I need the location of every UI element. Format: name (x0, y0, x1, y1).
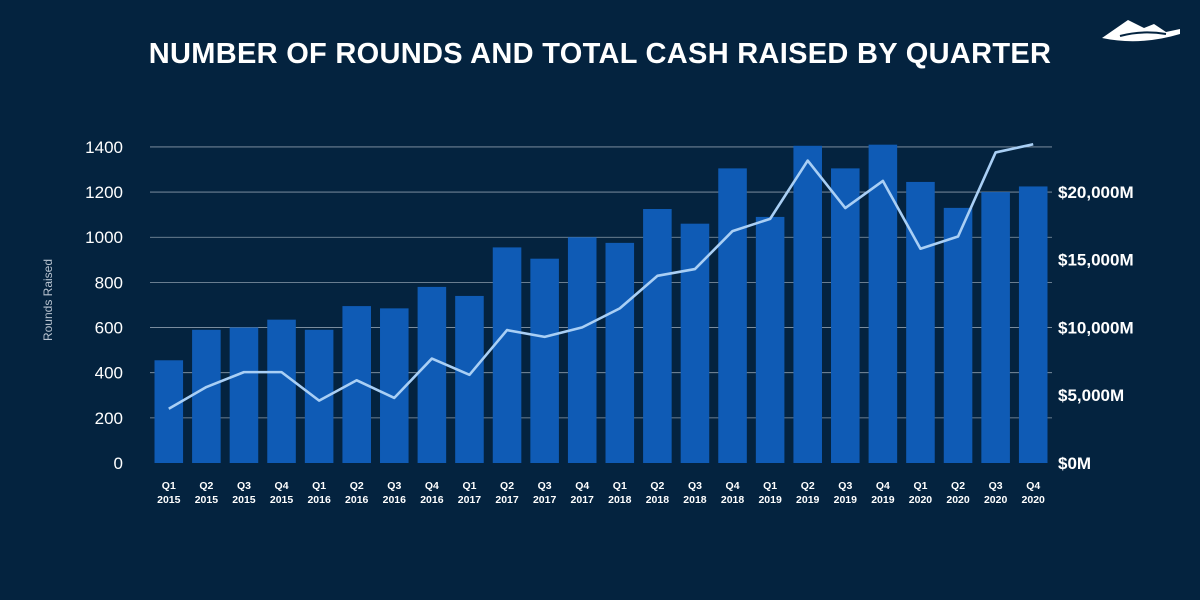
x-tick-label: Q1 (462, 480, 476, 492)
x-tick-label: 2020 (984, 494, 1008, 506)
x-tick-label: Q1 (763, 480, 777, 492)
bar (1018, 186, 1048, 463)
x-tick-label: 2015 (232, 494, 256, 506)
bar (380, 308, 409, 463)
bar (267, 319, 296, 463)
x-tick-label: 2017 (495, 494, 519, 506)
bar (793, 145, 822, 463)
x-tick-label: 2015 (270, 494, 294, 506)
x-tick-label: Q3 (538, 480, 552, 492)
y2-tick-label: $15,000M (1058, 251, 1134, 270)
x-tick-label: Q4 (425, 480, 439, 492)
x-tick-label: Q2 (199, 480, 213, 492)
x-tick-label: 2019 (871, 494, 895, 506)
x-tick-label: 2015 (157, 494, 181, 506)
x-tick-label: Q3 (688, 480, 702, 492)
x-tick-label: Q3 (387, 480, 401, 492)
x-tick-label: Q3 (237, 480, 251, 492)
x-tick-label: Q2 (500, 480, 514, 492)
bar (455, 295, 484, 463)
x-tick-label: 2019 (796, 494, 820, 506)
bar (643, 209, 672, 463)
x-tick-label: 2018 (608, 494, 632, 506)
x-tick-label: 2020 (946, 494, 970, 506)
axes: 0 200 400 600 800 1000 1200 1400 $0M $5,000M $10,0… (85, 138, 1133, 506)
x-tick-label: Q4 (275, 480, 289, 492)
y-tick-label: 1200 (85, 183, 123, 202)
x-tick-label: 2016 (307, 494, 331, 506)
y-tick-label: 800 (95, 273, 123, 292)
bar (906, 181, 935, 464)
x-tick-label: Q4 (575, 480, 589, 492)
bar (755, 216, 785, 463)
x-tick-label: Q1 (312, 480, 326, 492)
x-tick-label: 2020 (909, 494, 933, 506)
y2-tick-label: $0M (1058, 454, 1091, 473)
x-tick-label: 2017 (533, 494, 557, 506)
x-tick-label: Q2 (350, 480, 364, 492)
y-tick-label: 1000 (85, 228, 123, 247)
y-tick-label: 1400 (85, 138, 123, 157)
x-tick-label: Q2 (650, 480, 664, 492)
bar (492, 247, 522, 463)
y-tick-label: 600 (95, 319, 123, 338)
x-tick-label: Q2 (801, 480, 815, 492)
bar-series (154, 144, 1048, 464)
x-tick-label: Q4 (876, 480, 890, 492)
x-tick-label: Q1 (913, 480, 927, 492)
x-tick-label: Q4 (726, 480, 740, 492)
x-tick-label: 2018 (721, 494, 745, 506)
bar (229, 327, 259, 463)
x-tick-label: Q1 (162, 480, 176, 492)
bar (718, 168, 747, 464)
y-tick-label: 200 (95, 409, 123, 428)
bar (192, 329, 221, 463)
y-axis-label: Rounds Raised (41, 259, 55, 341)
x-tick-label: 2019 (834, 494, 858, 506)
gridlines (150, 146, 1052, 419)
bar (943, 207, 973, 463)
bar (831, 168, 860, 464)
bar (154, 360, 184, 463)
x-tick-label: Q3 (989, 480, 1003, 492)
x-tick-label: 2016 (345, 494, 369, 506)
x-tick-label: Q2 (951, 480, 965, 492)
bar (417, 286, 447, 463)
line-series (168, 143, 1034, 410)
bar (605, 242, 635, 463)
y2-tick-label: $20,000M (1058, 183, 1134, 202)
x-tick-label: 2018 (683, 494, 707, 506)
x-tick-label: 2015 (195, 494, 219, 506)
x-tick-label: 2017 (458, 494, 482, 506)
x-tick-label: Q4 (1026, 480, 1040, 492)
x-tick-label: 2016 (383, 494, 407, 506)
chart-title: NUMBER OF ROUNDS AND TOTAL CASH RAISED B… (148, 38, 1052, 70)
bar (530, 258, 559, 463)
x-tick-label: 2019 (758, 494, 782, 506)
x-tick-label: 2018 (646, 494, 670, 506)
bar (981, 192, 1010, 463)
bar (868, 144, 898, 464)
cash-raised-line (168, 143, 1034, 410)
mountain-logo-icon (1102, 20, 1180, 42)
x-tick-label: Q3 (838, 480, 852, 492)
x-tick-label: Q1 (613, 480, 627, 492)
x-tick-label: 2020 (1022, 494, 1046, 506)
y-tick-label: 0 (114, 454, 123, 473)
y2-tick-label: $10,000M (1058, 318, 1134, 337)
y2-tick-label: $5,000M (1058, 386, 1124, 405)
x-tick-label: 2016 (420, 494, 444, 506)
y-tick-label: 400 (95, 364, 123, 383)
bar (567, 237, 597, 463)
x-tick-label: 2017 (571, 494, 595, 506)
bar (680, 223, 710, 463)
